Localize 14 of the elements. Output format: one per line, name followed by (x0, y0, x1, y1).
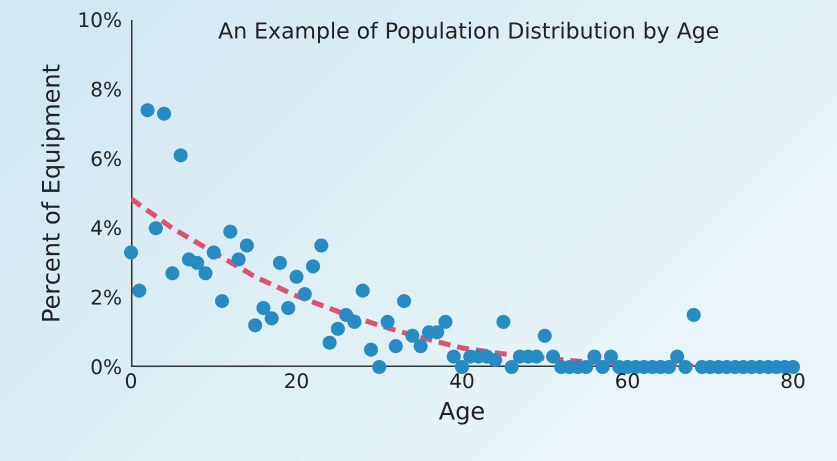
y-tick-label: 10% (78, 8, 122, 32)
x-tick-label: 60 (614, 369, 640, 393)
y-tick-label: 4% (90, 216, 122, 240)
x-tick-label: 40 (449, 369, 475, 393)
y-tick-label: 6% (90, 146, 122, 171)
x-tick-label: 0 (124, 369, 138, 393)
x-tick-label: 20 (284, 369, 310, 393)
y-tick-label: 8% (90, 77, 122, 102)
x-tick-label: 80 (780, 369, 806, 393)
y-tick-label: 0% (90, 355, 122, 379)
x-axis-title: Age (438, 397, 486, 426)
y-tick-label: 2% (90, 286, 122, 310)
chart-title: An Example of Population Distribution by Age (218, 19, 720, 44)
y-axis-title: Percent of Equipment (38, 64, 66, 323)
